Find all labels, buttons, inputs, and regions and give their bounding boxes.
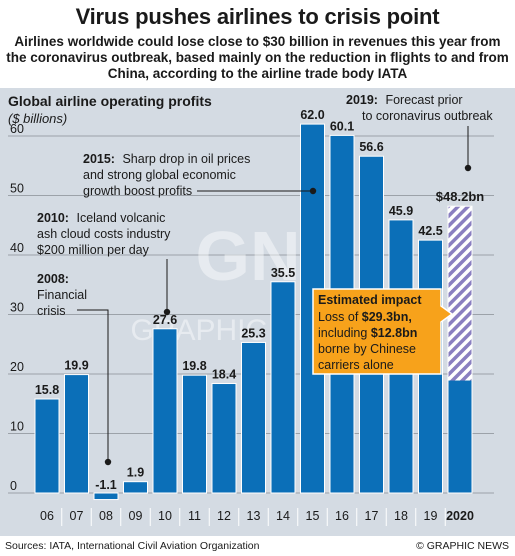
footer: Sources: IATA, International Civil Aviat…: [0, 536, 515, 556]
annotation-2019-text-2: to coronavirus outbreak: [362, 109, 493, 123]
x-tick-label: 10: [158, 509, 172, 523]
bar-06: [34, 398, 60, 494]
callout-line-2: including $12.8bn: [318, 326, 417, 340]
annotation-2015: 2015: Sharp drop in oil prices and stron…: [83, 152, 254, 198]
page-title: Virus pushes airlines to crisis point: [75, 4, 440, 29]
x-tick-label: 18: [394, 509, 408, 523]
bar-08: [93, 492, 119, 501]
annotation-2015-text-1: Sharp drop in oil prices: [122, 152, 250, 166]
value-label: 45.9: [389, 204, 413, 218]
x-tick-label: 13: [247, 509, 261, 523]
bar-13: [241, 341, 266, 494]
annotation-2010-year: 2010:: [37, 211, 69, 225]
callout-line-3: borne by Chinese: [318, 342, 416, 356]
callout-title: Estimated impact: [318, 293, 422, 307]
bar-12: [211, 383, 237, 494]
y-tick-label: 60: [10, 122, 24, 136]
annotation-2019-dot: [464, 164, 472, 172]
y-tick-label: 30: [10, 301, 24, 315]
annotation-2015-text-2: and strong global economic: [83, 168, 236, 182]
x-tick-label: 06: [40, 509, 54, 523]
annotation-2010: 2010: Iceland volcanic ash cloud costs i…: [37, 211, 174, 257]
value-label: 35.5: [271, 266, 295, 280]
value-label: 15.8: [35, 383, 59, 397]
x-tick-label: 11: [188, 509, 201, 523]
bar-14: [270, 281, 296, 494]
annotation-2008-text-1: Financial: [37, 288, 87, 302]
x-tick-label: 17: [365, 509, 379, 523]
callout-line-1: Loss of $29.3bn,: [318, 310, 412, 324]
annotation-2015-year: 2015:: [83, 152, 115, 166]
y-tick-label: 40: [10, 241, 24, 255]
x-tick-label: 12: [217, 509, 231, 523]
annotation-2008-dot: [104, 458, 112, 466]
callout-text: Estimated impact Loss of $29.3bn, includ…: [318, 293, 425, 372]
y-tick-label: 20: [10, 360, 24, 374]
value-label: 19.9: [64, 359, 88, 373]
annotation-2008-year: 2008:: [37, 272, 69, 286]
callout-line-4: carriers alone: [318, 358, 394, 372]
x-tick-label: 2020: [446, 509, 474, 523]
x-tick-label: 08: [99, 509, 113, 523]
sources-note: Sources: IATA, International Civil Aviat…: [5, 540, 260, 552]
chart-title: Global airline operating profits: [8, 93, 212, 109]
annotation-2010-text-1: Iceland volcanic: [76, 211, 165, 225]
page-subtitle: Airlines worldwide could lose close to $…: [6, 34, 509, 81]
annotation-2010-text-2: ash cloud costs industry: [37, 227, 171, 241]
bar-10: [152, 328, 178, 494]
value-label: 42.5: [418, 224, 442, 238]
x-tick-label: 19: [424, 509, 438, 523]
x-tick-label: 15: [306, 509, 320, 523]
value-label: 25.3: [241, 326, 265, 340]
annotation-2010-dot: [163, 308, 171, 316]
bar-07: [64, 374, 89, 494]
annotation-2019-text-1: Forecast prior: [385, 93, 462, 107]
annotation-2019: 2019: Forecast prior to coronavirus outb…: [346, 93, 493, 123]
value-label: 60.1: [330, 119, 354, 133]
annotation-2008-leader: [77, 309, 109, 462]
label-layer: 15.8 06 19.9 07 -1.1 08 1.9 09 27.6 10 19.8 11 18.4 1…: [35, 108, 484, 526]
y-tick-label: 50: [10, 182, 24, 196]
bar-11: [182, 374, 207, 494]
value-label: 62.0: [300, 108, 324, 122]
bar-forecast-remaining: [448, 380, 472, 493]
x-tick-label: 09: [129, 509, 143, 523]
value-label: 1.9: [127, 466, 144, 480]
annotation-2015-dot: [309, 187, 317, 195]
x-tick-label: 16: [335, 509, 349, 523]
y-axis-unit: ($ billions): [8, 111, 67, 126]
value-label: 56.6: [359, 140, 383, 154]
annotation-2008-text-2: crisis: [37, 304, 65, 318]
bar-outline: [447, 205, 473, 494]
credit-note: © GRAPHIC NEWS: [416, 540, 509, 552]
value-label: 19.8: [182, 359, 206, 373]
value-label: 18.4: [212, 368, 236, 382]
annotation-2008: 2008: Financial crisis: [37, 272, 91, 318]
y-tick-label: 10: [10, 420, 24, 434]
value-label: 27.6: [153, 313, 177, 327]
value-label: -1.1: [95, 478, 117, 492]
annotation-2010-text-3: $200 million per day: [37, 243, 150, 257]
value-label: $48.2bn: [436, 189, 484, 204]
annotation-2019-year: 2019:: [346, 93, 378, 107]
callout-box: [312, 288, 454, 375]
bar-09: [123, 481, 148, 494]
annotation-2015-text-3: growth boost profits: [83, 184, 192, 198]
chart-panel: 0 10 20 30 40 50 60 GN GRAPHIC NEWS 15.8 06 19.9…: [0, 88, 515, 536]
x-tick-label: 07: [70, 509, 84, 523]
y-tick-label: 0: [10, 479, 17, 493]
x-tick-label: 14: [276, 509, 290, 523]
